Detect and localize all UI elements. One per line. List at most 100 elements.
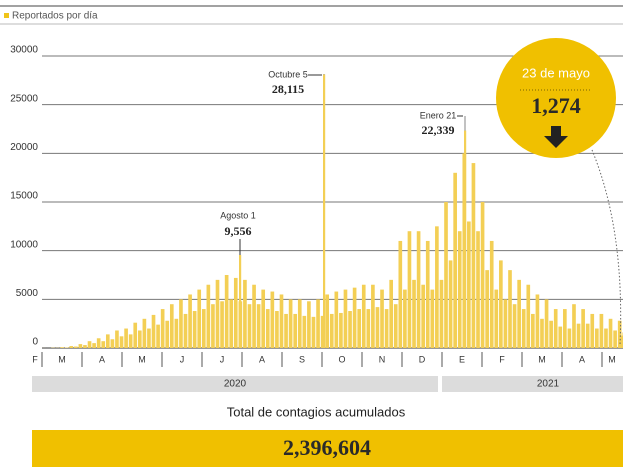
bar [540, 318, 544, 348]
bar [471, 163, 476, 348]
bar [448, 260, 453, 348]
bar [576, 323, 581, 348]
x-tick-label: A [579, 354, 585, 364]
bar [275, 311, 279, 348]
bar [160, 309, 165, 348]
bar [179, 299, 183, 348]
total-label: Total de contagios acumulados [227, 404, 406, 419]
bar [553, 309, 558, 348]
bar [512, 304, 517, 348]
x-tick-label: S [299, 354, 305, 364]
bar [215, 279, 220, 348]
x-tick-label: M [138, 354, 146, 364]
bar [133, 322, 138, 348]
bar [389, 279, 393, 348]
bar [115, 330, 119, 348]
bar [617, 320, 622, 348]
y-tick-label: 10000 [10, 239, 38, 250]
bar [128, 334, 133, 348]
bar [137, 330, 142, 348]
year-label: 2020 [224, 379, 247, 390]
bar [192, 311, 197, 348]
bar [581, 309, 585, 348]
year-band [442, 376, 623, 392]
total-value: 2,396,604 [283, 435, 371, 460]
bar [329, 313, 334, 348]
bar [476, 231, 480, 348]
bar [416, 231, 421, 348]
bar [425, 240, 430, 348]
x-tick-label: M [538, 354, 546, 364]
bar [585, 323, 590, 348]
annotations: Agosto 1 9,556 Octubre 5 28,115 Enero 21 22,3… [220, 69, 466, 255]
bar [380, 289, 384, 348]
bar [142, 318, 147, 348]
bar [494, 289, 499, 348]
annotation-label: Enero 21 [420, 110, 457, 120]
bar [421, 284, 425, 348]
bar [407, 231, 412, 348]
bar [544, 299, 549, 348]
bar [521, 309, 526, 348]
bar [503, 299, 508, 348]
bar [110, 339, 115, 348]
x-tick-label: F [32, 354, 38, 364]
bar [233, 277, 238, 348]
annotation-label: Octubre 5 [268, 69, 308, 79]
x-tick-label: E [459, 354, 465, 364]
bar [293, 313, 298, 348]
bar [87, 341, 92, 348]
bar [73, 346, 78, 348]
bar [343, 289, 348, 348]
bar [590, 313, 595, 348]
bar [348, 311, 352, 348]
bar [371, 284, 375, 348]
bar [375, 307, 380, 348]
bar [279, 294, 284, 348]
bar [156, 324, 160, 348]
bar [393, 304, 398, 348]
bar [201, 309, 206, 348]
bar [485, 270, 489, 348]
bar [247, 304, 252, 348]
bar [549, 320, 553, 348]
annotation-value: 22,339 [422, 123, 455, 137]
bar [398, 240, 403, 348]
bar [464, 130, 467, 348]
bar [169, 304, 174, 348]
bar [206, 284, 211, 348]
bar [517, 279, 521, 348]
bar [252, 284, 256, 348]
x-tick-label: M [58, 354, 66, 364]
bar [403, 289, 407, 348]
bar [508, 270, 512, 348]
bar [558, 326, 563, 348]
bar [444, 202, 448, 348]
y-tick-label: 5000 [16, 288, 39, 299]
bar [430, 289, 435, 348]
bar [297, 299, 302, 348]
y-tick-label: 20000 [10, 142, 38, 153]
bar [604, 328, 608, 348]
bar [78, 344, 83, 348]
bar [60, 347, 64, 348]
callout-circle [496, 38, 616, 158]
bar [412, 279, 416, 348]
bar [325, 294, 330, 348]
bar [467, 221, 471, 348]
bar [211, 304, 215, 348]
bar [320, 315, 325, 348]
bar [224, 275, 229, 348]
y-tick-label: 25000 [10, 93, 38, 104]
x-tick-label: D [419, 354, 426, 364]
bar [307, 301, 311, 348]
bar [361, 284, 366, 348]
bar [457, 231, 462, 348]
bar [119, 336, 124, 348]
bar [323, 74, 326, 348]
bar [563, 309, 567, 348]
bar [526, 284, 531, 348]
y-tick-label: 15000 [10, 191, 38, 202]
bar [339, 312, 343, 348]
bar [261, 289, 266, 348]
